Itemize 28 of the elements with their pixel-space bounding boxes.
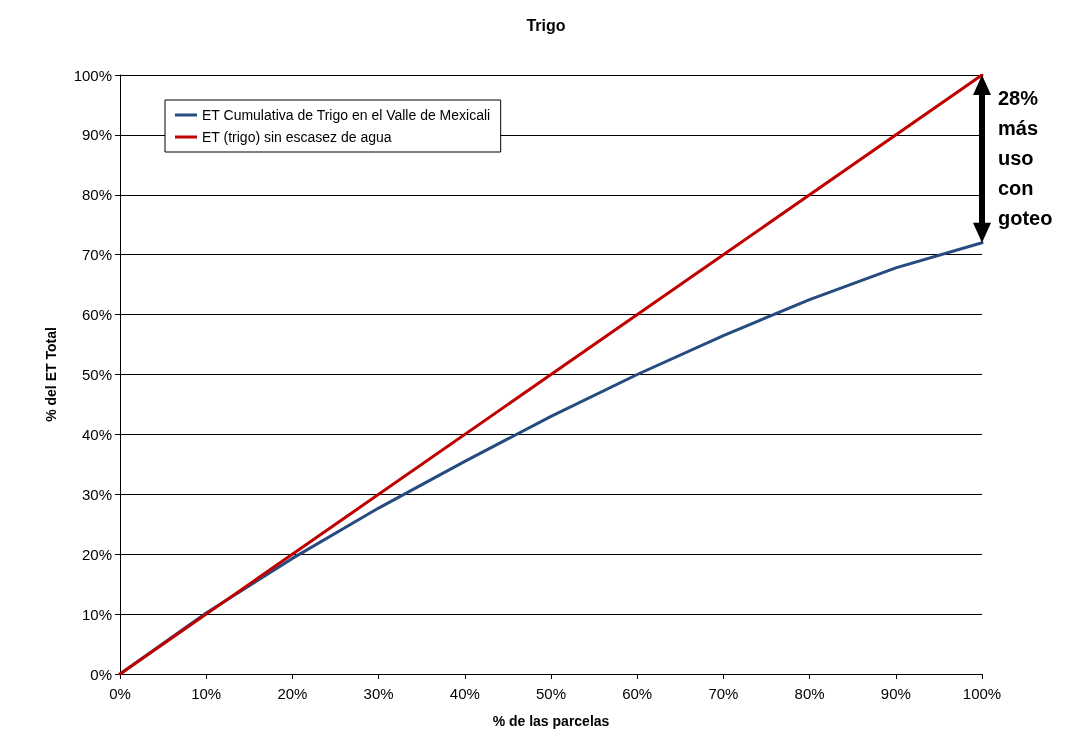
x-tick-label: 10% [191,685,222,702]
y-tick-label: 40% [81,425,112,443]
x-tick-label: 0% [109,685,131,702]
y-tick-label: 80% [81,186,112,204]
y-tick-label: 10% [81,605,112,623]
y-tick-label: 30% [81,485,112,503]
y-tick-label: 90% [81,126,112,144]
y-tick-label: 70% [81,246,112,264]
x-tick-label: 80% [794,685,825,702]
y-tick-label: 60% [81,306,112,324]
y-axis-title: % del ET Total [43,327,59,422]
y-tick-label: 0% [90,665,112,683]
x-axis-title: % de las parcelas [492,713,610,729]
x-tick-label: 60% [622,685,653,702]
legend-label: ET (trigo) sin escasez de agua [202,129,392,145]
x-tick-label: 40% [449,685,480,702]
text: 28% más uso con goteo [998,85,1054,231]
x-tick-label: 20% [277,685,308,702]
x-tick-label: 50% [535,685,567,702]
y-tick-label: 100% [73,66,112,84]
x-tick-label: 30% [363,685,394,702]
y-tick-label: 50% [81,366,112,383]
legend-label: ET Cumulativa de Trigo en el Valle de Mexicali [202,107,491,123]
chart-title: Trigo [526,16,566,34]
x-tick-label: 100% [962,685,1002,702]
x-tick-label: 90% [880,685,911,702]
x-tick-label: 70% [708,685,739,702]
y-tick-label: 20% [81,545,112,563]
